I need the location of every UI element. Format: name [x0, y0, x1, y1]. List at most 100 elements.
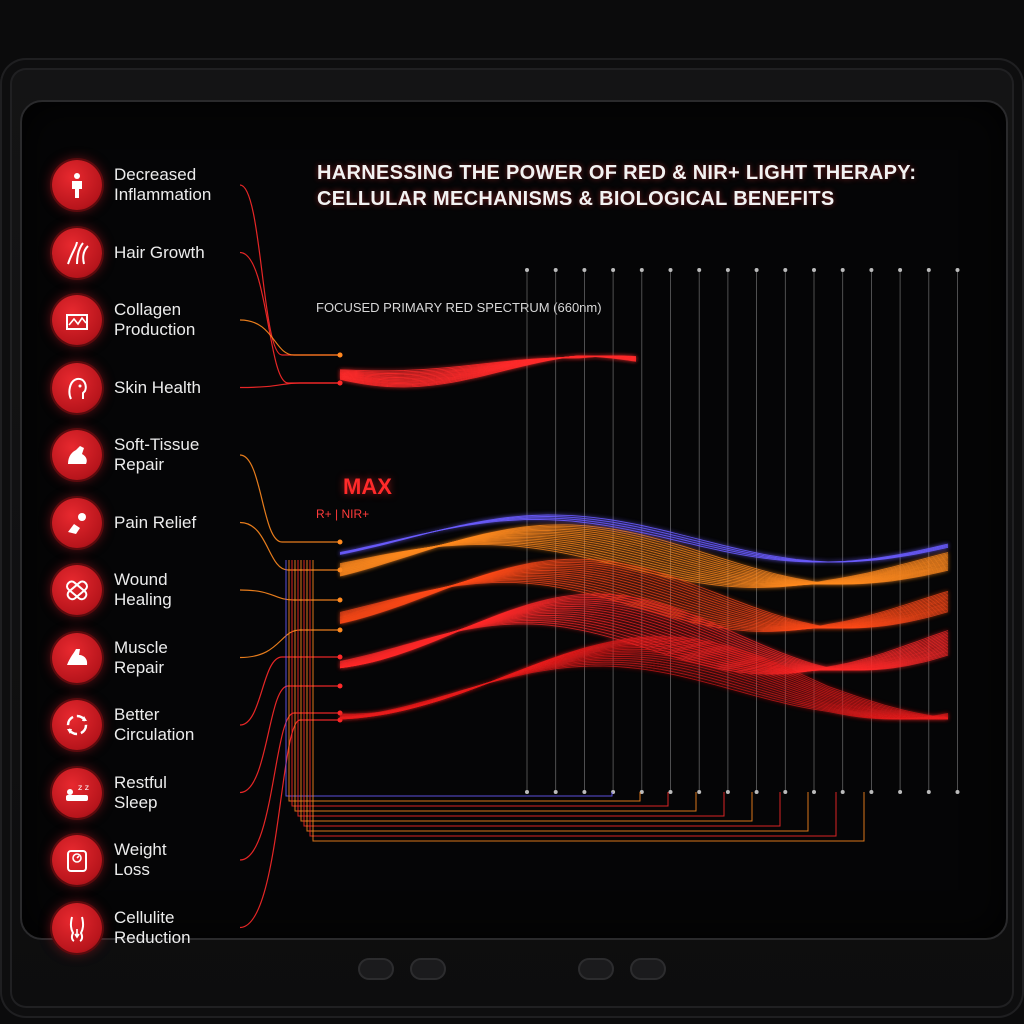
benefit-item: Muscle Repair [52, 630, 272, 686]
title-line-2: CELLULAR MECHANISMS & BIOLOGICAL BENEFIT… [317, 188, 835, 210]
grid-dot [639, 790, 644, 794]
grid-dot [582, 268, 587, 272]
wave-line [339, 665, 949, 720]
grid-dot [553, 268, 558, 272]
connector-dot [337, 380, 343, 386]
connector-line [239, 719, 340, 929]
grid-dot [611, 268, 616, 272]
page-title: HARNESSING THE POWER OF RED & NIR+ LIGHT… [317, 160, 977, 212]
sleep-icon: z z [52, 767, 102, 818]
bandage-icon [52, 565, 102, 615]
benefit-label: Restful Sleep [114, 772, 167, 812]
wave-line [339, 355, 637, 388]
device-button-4[interactable] [630, 958, 666, 980]
routing-line [288, 560, 641, 802]
grid-dot [840, 268, 845, 272]
grid-dot [525, 268, 529, 272]
routing-line [300, 560, 753, 822]
grid-dot [582, 790, 587, 794]
benefit-label: Weight Loss [114, 840, 167, 879]
connector-line [239, 184, 340, 356]
routing-line [285, 560, 613, 797]
spectrum-label: FOCUSED PRIMARY RED SPECTRUM (660nm) [316, 300, 602, 315]
wave-line [339, 642, 949, 720]
device-button-1[interactable] [358, 958, 394, 980]
grid-dot [955, 790, 960, 794]
grid-dot [898, 790, 903, 794]
grid-dot [668, 790, 673, 794]
circulation-arrows-icon [52, 700, 102, 750]
grid-dot [783, 268, 788, 272]
connector-line [239, 629, 340, 659]
grid-dot [553, 790, 558, 794]
benefit-label: Cellulite Reduction [114, 907, 191, 947]
connector-line [239, 685, 340, 794]
routing-line [312, 560, 865, 842]
connector-line [239, 712, 340, 861]
grid-dot [840, 790, 845, 794]
device-button-3[interactable] [578, 958, 614, 980]
grid-dot [725, 790, 730, 794]
grid-dot [668, 268, 673, 272]
grid-dot [783, 790, 788, 794]
benefit-label: Better Circulation [114, 705, 195, 744]
wave-line [339, 514, 949, 563]
connector-line [239, 251, 340, 384]
grid-dot [926, 268, 931, 272]
connector-line [239, 521, 340, 571]
grid-dot [869, 268, 874, 272]
routing-line [306, 560, 809, 832]
svg-text:z z: z z [78, 783, 89, 792]
grid-dot [754, 790, 759, 794]
grid-dot [697, 790, 702, 794]
connector-dot [337, 352, 343, 358]
wave-line [340, 637, 949, 719]
wave-line [339, 519, 949, 563]
benefit-item: Weight Loss [52, 832, 272, 888]
grid-dot [812, 790, 816, 794]
body-silhouette-icon [52, 902, 102, 953]
routing-line [297, 560, 725, 817]
benefit-item: z z Restful Sleep [52, 765, 272, 821]
benefit-connectors [239, 184, 865, 929]
device-button-2[interactable] [410, 958, 446, 980]
grid-dot [955, 268, 960, 272]
grid-dot [812, 268, 816, 272]
scale-icon [52, 835, 102, 885]
connector-line [239, 454, 340, 543]
benefit-item: Better Circulation [52, 697, 272, 753]
benefit-label: Hair Growth [114, 242, 205, 262]
connector-dot [337, 539, 343, 545]
connector-line [239, 656, 340, 726]
pain-icon [52, 497, 102, 548]
title-line-1: HARNESSING THE POWER OF RED & NIR+ LIGHT… [317, 162, 917, 184]
wave-line [339, 581, 949, 632]
grid-dot [525, 790, 529, 794]
benefit-item: Wound Healing [52, 562, 272, 618]
benefit-label: Decreased Inflammation [114, 165, 212, 204]
connector-dot [337, 627, 343, 633]
benefit-label: Wound Healing [114, 570, 172, 609]
benefit-item: Hair Growth [52, 225, 272, 281]
connector-line [239, 589, 340, 601]
arm-tissue-icon [52, 430, 102, 480]
grid-dot [697, 268, 702, 272]
wave-line [339, 516, 949, 563]
benefit-item: Cellulite Reduction [52, 900, 272, 956]
wave-line [339, 597, 949, 671]
mode-label: R+ | NIR+ [316, 507, 370, 521]
grid-dot [898, 268, 903, 272]
benefit-item: Pain Relief [52, 495, 272, 551]
grid-dot [639, 268, 644, 272]
routing-line [309, 560, 837, 837]
benefit-item: Skin Health [52, 360, 272, 416]
routing-line [303, 560, 781, 827]
collagen-icon [52, 295, 102, 345]
connector-line [239, 319, 340, 356]
benefit-label: Soft-Tissue Repair [114, 435, 200, 474]
benefit-item: Collagen Production [52, 292, 272, 348]
connector-dot [337, 597, 343, 603]
connector-dot [337, 683, 343, 689]
benefit-item: Soft-Tissue Repair [52, 427, 272, 483]
